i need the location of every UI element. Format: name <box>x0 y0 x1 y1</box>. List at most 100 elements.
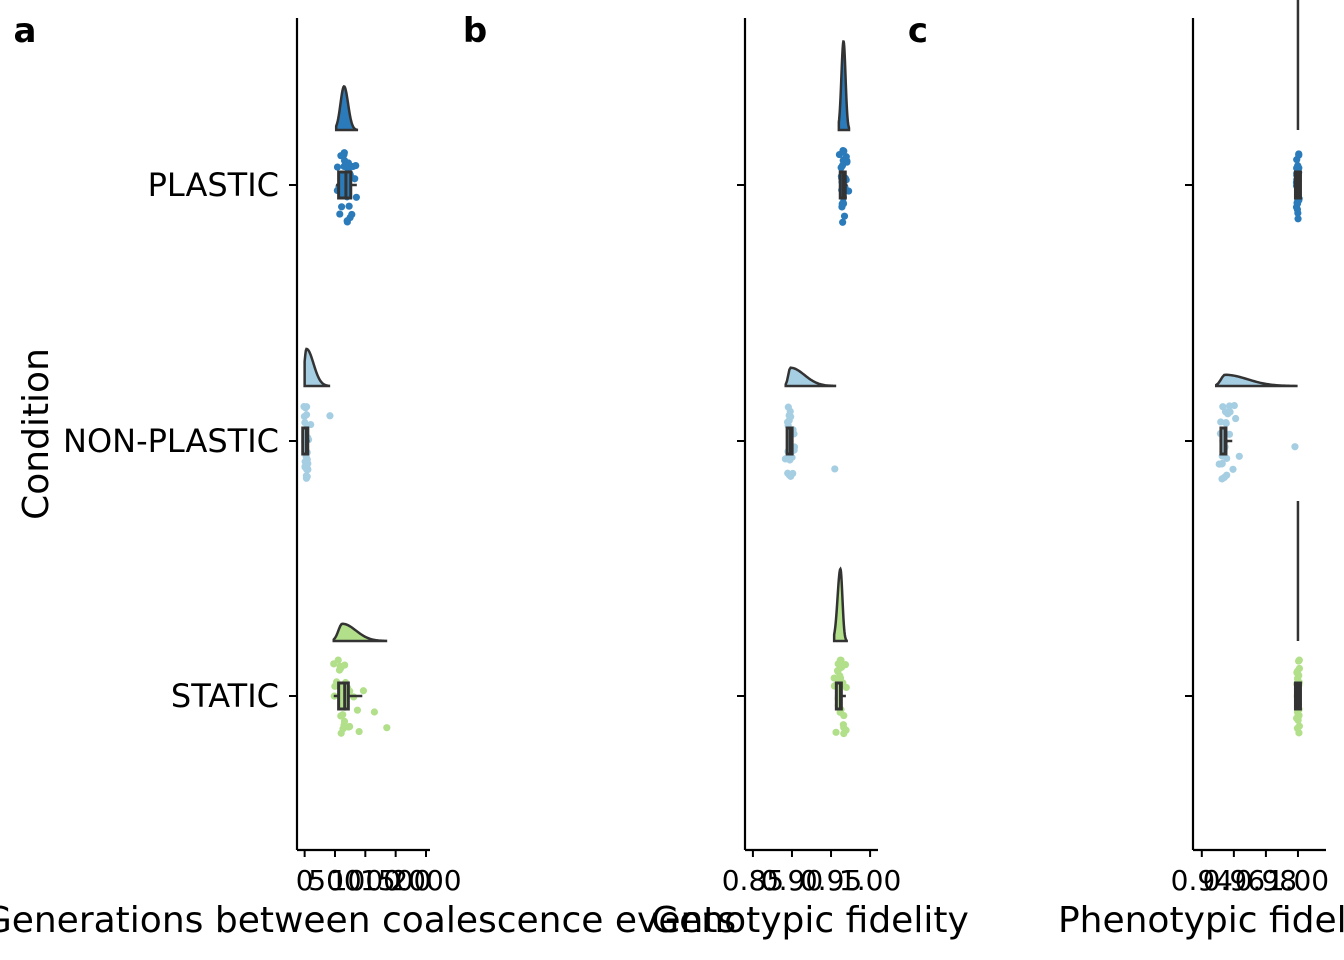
y-tick-label: STATIC <box>171 677 279 715</box>
series-static <box>330 622 391 737</box>
data-point <box>359 687 368 695</box>
data-point <box>353 706 362 714</box>
x-axis-title: Genotypic fidelity <box>651 900 969 941</box>
data-point <box>1225 430 1234 438</box>
data-point <box>346 722 354 731</box>
density-cloud <box>837 39 851 132</box>
data-point <box>345 202 353 210</box>
data-point <box>333 163 342 171</box>
data-point <box>370 708 379 716</box>
density-cloud <box>303 347 331 388</box>
x-tick-label: 1500 <box>360 864 431 897</box>
data-point <box>1294 215 1302 223</box>
data-point <box>1291 443 1299 451</box>
y-axis-title: Condition <box>16 348 57 520</box>
data-point <box>1295 151 1303 159</box>
series-plastic <box>1292 0 1303 223</box>
series-non-plastic <box>1214 373 1299 483</box>
x-tick-label: 0.94 <box>1171 864 1233 897</box>
data-point <box>842 153 850 161</box>
data-point <box>1292 203 1301 211</box>
data-point <box>1294 209 1302 217</box>
data-point <box>830 674 838 682</box>
x-tick-label: 500 <box>308 864 361 897</box>
data-point <box>1295 656 1303 664</box>
data-point <box>300 412 309 421</box>
data-point <box>831 465 839 473</box>
data-point <box>302 474 311 482</box>
data-point <box>1224 410 1232 418</box>
data-point <box>789 469 797 478</box>
x-tick-label: 2000 <box>390 864 461 897</box>
x-axis-title: Phenotypic fidelity <box>1058 900 1344 941</box>
x-tick-label: 0.95 <box>800 864 862 897</box>
density-cloud <box>1214 373 1298 388</box>
panel-label: b <box>463 11 487 51</box>
data-point <box>307 420 315 429</box>
x-tick-label: 0 <box>296 864 314 897</box>
x-tick-label: 0.90 <box>761 864 823 897</box>
series-plastic <box>835 39 853 226</box>
data-point <box>355 727 363 736</box>
x-tick-label: 1000 <box>330 864 401 897</box>
x-tick-label: 0.85 <box>722 864 784 897</box>
data-point <box>337 729 345 737</box>
data-point <box>1292 714 1301 722</box>
panel-label: c <box>908 11 928 51</box>
data-point <box>334 656 342 664</box>
data-point <box>1230 401 1238 410</box>
data-point <box>301 462 309 471</box>
data-point <box>838 200 846 208</box>
x-axis-title: Generations between coalescence events <box>0 900 736 941</box>
density-cloud <box>334 84 359 132</box>
x-tick-label: 1.00 <box>1267 864 1329 897</box>
panel-label: a <box>14 11 37 51</box>
data-point <box>1222 419 1230 427</box>
data-point <box>837 656 845 664</box>
data-point <box>786 456 794 464</box>
data-point <box>1223 454 1231 463</box>
data-point <box>833 667 842 675</box>
series-static <box>830 566 850 738</box>
x-tick-label: 1.00 <box>839 864 901 897</box>
data-point <box>300 402 308 411</box>
data-point <box>341 661 349 669</box>
density-cloud <box>332 622 388 643</box>
data-point <box>836 708 844 716</box>
data-point <box>336 210 344 218</box>
density-cloud <box>832 566 848 643</box>
data-point <box>839 147 847 155</box>
data-point <box>1295 729 1303 737</box>
data-point <box>337 152 345 160</box>
data-point <box>841 661 850 669</box>
series-plastic <box>333 84 360 226</box>
data-point <box>839 218 847 226</box>
data-point <box>383 724 391 732</box>
series-non-plastic <box>300 347 334 482</box>
data-point <box>840 212 849 220</box>
series-static <box>1292 501 1304 737</box>
data-point <box>1293 674 1302 683</box>
data-point <box>842 726 850 734</box>
data-point <box>352 193 360 201</box>
data-point <box>339 711 347 719</box>
data-point <box>326 412 334 420</box>
data-point <box>338 203 346 211</box>
data-point <box>1219 403 1227 411</box>
data-point <box>836 674 845 682</box>
y-tick-label: NON-PLASTIC <box>63 422 279 460</box>
data-point <box>352 161 360 170</box>
x-tick-label: 0.96 <box>1203 864 1265 897</box>
density-cloud <box>784 366 837 388</box>
x-tick-label: 0.98 <box>1235 864 1297 897</box>
data-point <box>1218 475 1226 483</box>
y-tick-label: PLASTIC <box>148 166 279 204</box>
data-point <box>301 418 309 427</box>
data-point <box>786 407 794 415</box>
data-point <box>838 161 847 170</box>
data-point <box>340 717 349 725</box>
data-point <box>1229 465 1237 473</box>
